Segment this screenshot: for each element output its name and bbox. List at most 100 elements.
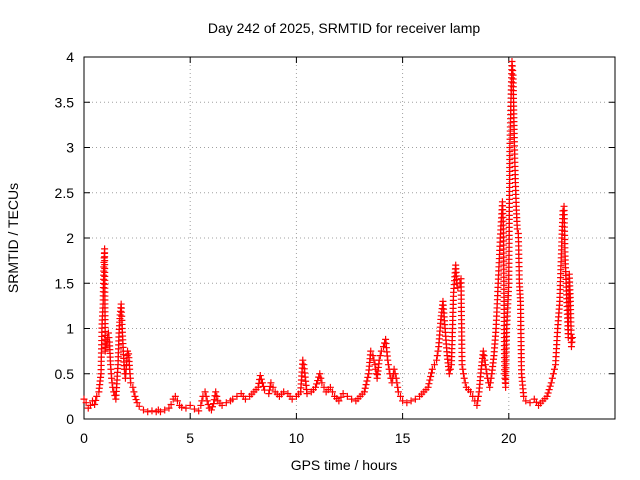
data-point xyxy=(548,374,556,382)
data-point xyxy=(265,386,273,394)
data-point xyxy=(363,377,371,385)
data-point xyxy=(480,352,488,360)
data-point xyxy=(433,352,441,360)
data-point xyxy=(549,370,557,378)
data-point xyxy=(86,401,94,409)
data-point xyxy=(335,397,343,405)
data-point xyxy=(320,383,328,391)
data-point xyxy=(195,407,203,415)
data-point xyxy=(367,347,375,355)
data-point xyxy=(364,373,372,381)
y-tick-label: 3.5 xyxy=(55,94,75,110)
data-point xyxy=(92,396,100,404)
data-point xyxy=(178,403,186,411)
y-tick-label: 4 xyxy=(66,49,74,65)
data-point xyxy=(547,379,555,387)
data-point xyxy=(394,383,402,391)
data-point xyxy=(280,388,288,396)
data-point xyxy=(265,390,273,398)
data-point xyxy=(481,356,489,364)
data-point xyxy=(473,401,481,409)
y-tick-label: 2 xyxy=(66,230,74,246)
chart-title: Day 242 of 2025, SRMTID for receiver lam… xyxy=(208,20,481,36)
data-point xyxy=(550,365,558,373)
data-point xyxy=(384,361,392,369)
data-point xyxy=(427,372,435,380)
data-point xyxy=(203,397,211,405)
data-point xyxy=(526,399,534,407)
data-series xyxy=(80,58,577,416)
data-point xyxy=(461,379,469,387)
data-point xyxy=(303,390,311,398)
data-point xyxy=(257,375,265,383)
data-point xyxy=(377,347,385,355)
data-point xyxy=(173,397,181,405)
data-point xyxy=(545,386,553,394)
data-point xyxy=(433,356,441,364)
grid xyxy=(84,57,615,419)
data-point xyxy=(209,403,217,411)
data-point xyxy=(513,225,521,233)
data-point xyxy=(259,382,267,390)
data-point xyxy=(241,395,249,403)
data-point xyxy=(233,392,241,400)
data-point xyxy=(446,365,454,373)
data-point xyxy=(337,393,345,401)
data-point xyxy=(474,392,482,400)
data-point xyxy=(269,383,277,391)
data-point xyxy=(255,379,263,387)
data-point xyxy=(316,370,324,378)
data-point xyxy=(474,397,482,405)
data-point xyxy=(165,404,173,412)
x-axis-tick-labels: 0 5 10 15 20 xyxy=(80,430,517,446)
data-point xyxy=(148,407,156,415)
data-point xyxy=(299,356,307,364)
data-point xyxy=(486,379,494,387)
x-tick-label: 10 xyxy=(289,430,305,446)
data-point xyxy=(479,347,487,355)
data-point xyxy=(127,379,135,387)
data-point xyxy=(139,406,147,414)
data-point xyxy=(339,390,347,398)
data-point xyxy=(135,402,143,410)
data-point xyxy=(190,405,198,413)
data-point xyxy=(131,392,139,400)
y-axis-title: SRMTID / TECUs xyxy=(5,183,21,293)
data-point xyxy=(360,388,368,396)
data-point xyxy=(375,356,383,364)
data-point xyxy=(403,399,411,407)
data-point xyxy=(167,401,175,409)
data-point xyxy=(394,388,402,396)
data-point xyxy=(430,361,438,369)
data-point xyxy=(459,370,467,378)
data-point xyxy=(486,383,494,391)
data-point xyxy=(213,392,221,400)
data-point xyxy=(392,374,400,382)
data-point xyxy=(399,397,407,405)
data-point xyxy=(522,397,530,405)
data-point xyxy=(254,383,262,391)
data-point xyxy=(458,361,466,369)
y-tick-label: 3 xyxy=(66,140,74,156)
data-point xyxy=(91,401,99,409)
data-point xyxy=(218,401,226,409)
data-point xyxy=(197,401,205,409)
data-point xyxy=(459,365,467,373)
y-tick-label: 1.5 xyxy=(55,275,75,291)
data-point xyxy=(210,400,218,408)
data-point xyxy=(132,396,140,404)
data-point xyxy=(343,392,351,400)
data-point xyxy=(182,404,190,412)
data-point xyxy=(130,388,138,396)
data-point xyxy=(428,365,436,373)
data-point xyxy=(424,383,432,391)
data-point xyxy=(258,379,266,387)
x-tick-label: 20 xyxy=(501,430,517,446)
x-tick-label: 15 xyxy=(395,430,411,446)
data-point xyxy=(520,392,528,400)
data-point xyxy=(376,352,384,360)
x-axis-title: GPS time / hours xyxy=(291,457,398,473)
data-point xyxy=(267,379,275,387)
data-point xyxy=(546,382,554,390)
